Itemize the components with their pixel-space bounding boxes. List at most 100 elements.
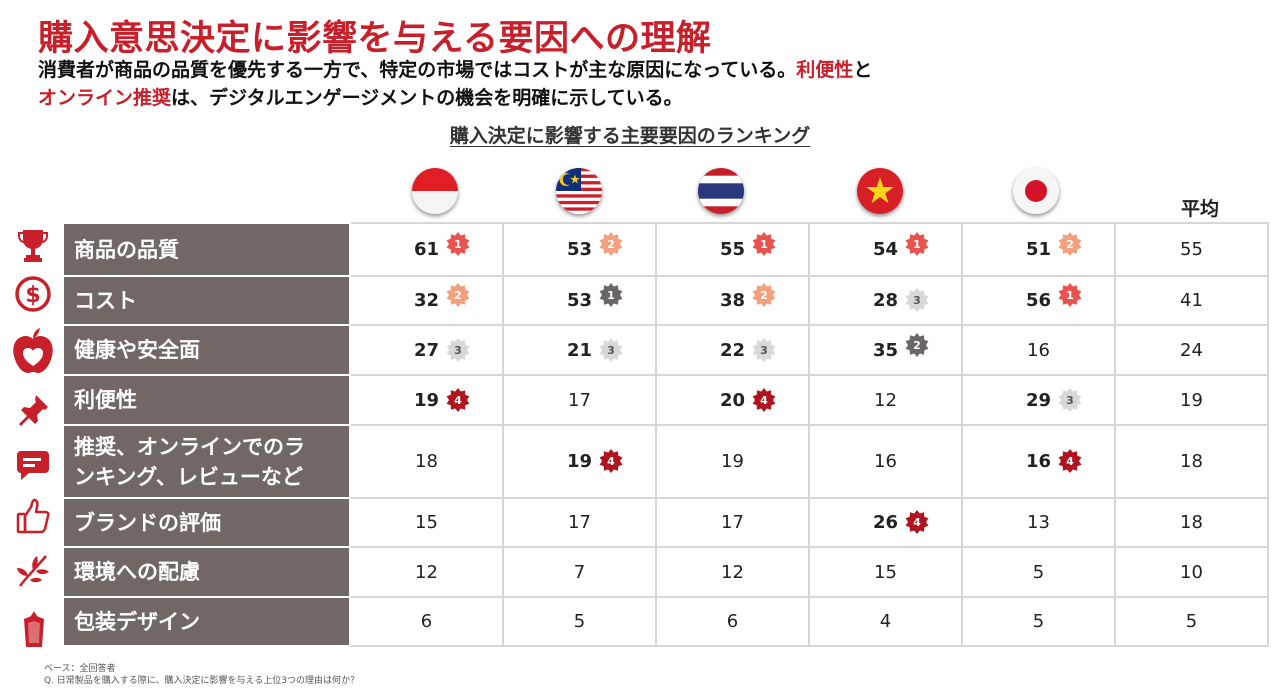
rank-number: 4 bbox=[607, 455, 615, 468]
table-cell: 7 bbox=[502, 546, 657, 598]
rank-badge: 4 bbox=[1058, 449, 1082, 473]
table-cell: 54 1 bbox=[808, 222, 963, 277]
cell-value: 51 2 bbox=[1026, 232, 1082, 260]
cell-value: 29 3 bbox=[1026, 387, 1082, 412]
table-cell: 19 bbox=[655, 424, 810, 499]
rank-badge: 4 bbox=[752, 387, 776, 412]
table-row: ブランドの評価 15 17 17 26 4 13 18 bbox=[62, 497, 1269, 548]
cell-value: 17 bbox=[721, 512, 744, 533]
cell-value: 12 bbox=[874, 389, 897, 411]
rank-number: 3 bbox=[454, 344, 462, 357]
chat-bubble-icon bbox=[10, 440, 56, 490]
cell-value: 12 bbox=[415, 561, 438, 583]
cell-value: 18 bbox=[1180, 512, 1203, 533]
cell-value: 32 2 bbox=[414, 283, 470, 311]
row-label-line: ンキング、レビューなど bbox=[74, 464, 303, 489]
table-cell: 24 bbox=[1114, 324, 1269, 376]
cell-value: 7 bbox=[573, 561, 586, 583]
table-cell: 19 4 bbox=[349, 374, 504, 426]
rank-badge: 2 bbox=[446, 283, 470, 307]
rank-number: 3 bbox=[913, 294, 921, 307]
table-cell: 5 bbox=[502, 596, 657, 647]
rank-number: 1 bbox=[1066, 289, 1074, 302]
rank-number: 3 bbox=[607, 344, 615, 357]
table-cell: 61 1 bbox=[349, 222, 504, 277]
table-cell: 12 bbox=[808, 374, 963, 426]
apple-heart-icon bbox=[10, 324, 56, 378]
pushpin-icon bbox=[10, 390, 56, 430]
table-cell: 28 3 bbox=[808, 275, 963, 326]
rank-number: 3 bbox=[1066, 394, 1074, 407]
cell-value: 18 bbox=[415, 451, 438, 472]
table-cell: 15 bbox=[808, 546, 963, 598]
table-cell: 38 2 bbox=[655, 275, 810, 326]
rank-badge: 1 bbox=[446, 232, 470, 256]
cell-value: 22 3 bbox=[720, 337, 776, 362]
table-cell: 12 bbox=[655, 546, 810, 598]
subtitle-highlight-online: オンライン推奨 bbox=[38, 87, 172, 109]
table-cell: 17 bbox=[502, 497, 657, 548]
table-cell: 16 bbox=[808, 424, 963, 499]
cell-value: 18 bbox=[1180, 451, 1203, 472]
table-row: コスト 32 2 53 1 38 2 28 3 56 1 41 bbox=[62, 275, 1269, 326]
rank-badge: 4 bbox=[905, 510, 929, 534]
row-label: 包装デザイン bbox=[62, 596, 351, 647]
cell-value: 17 bbox=[568, 389, 591, 411]
page-title: 購入意思決定に影響を与える要因への理解 bbox=[38, 19, 712, 59]
rank-badge: 4 bbox=[599, 449, 623, 473]
table-cell: 15 bbox=[349, 497, 504, 548]
table-cell: 55 1 bbox=[655, 222, 810, 277]
cell-value: 16 bbox=[874, 451, 897, 472]
rank-number: 4 bbox=[760, 394, 768, 407]
vietnam-flag bbox=[857, 168, 903, 214]
table-row: 環境への配慮 12 7 12 15 5 10 bbox=[62, 546, 1269, 598]
cell-value: 53 2 bbox=[567, 232, 623, 260]
cell-value: 5 bbox=[1032, 561, 1045, 583]
malaysia-flag bbox=[556, 168, 602, 214]
table-cell: 56 1 bbox=[961, 275, 1116, 326]
table-cell: 5 bbox=[1114, 596, 1269, 647]
cell-value: 28 3 bbox=[873, 288, 929, 312]
table-cell: 53 2 bbox=[502, 222, 657, 277]
cell-value: 12 bbox=[721, 561, 744, 583]
table-cell: 20 4 bbox=[655, 374, 810, 426]
table-cell: 41 bbox=[1114, 275, 1269, 326]
japan-flag bbox=[1013, 168, 1059, 214]
rank-number: 2 bbox=[760, 289, 768, 302]
cell-value: 15 bbox=[874, 561, 897, 583]
rank-badge: 2 bbox=[1058, 232, 1082, 256]
row-label-line: 推奨、オンラインでのラ bbox=[74, 434, 305, 459]
cell-value: 54 1 bbox=[873, 232, 929, 260]
cell-value: 24 bbox=[1180, 339, 1203, 361]
cell-value: 13 bbox=[1027, 512, 1050, 533]
cell-value: 5 bbox=[573, 611, 586, 632]
table-cell: 19 4 bbox=[502, 424, 657, 499]
rank-number: 4 bbox=[913, 516, 921, 529]
rank-number: 2 bbox=[607, 238, 615, 251]
cell-value: 26 4 bbox=[873, 510, 929, 534]
table-cell: 6 bbox=[349, 596, 504, 647]
subtitle-highlight-convenience: 利便性 bbox=[796, 59, 854, 81]
rank-badge: 1 bbox=[1058, 283, 1082, 307]
cell-value: 6 bbox=[726, 611, 739, 632]
table-cell: 51 2 bbox=[961, 222, 1116, 277]
rank-number: 4 bbox=[1066, 455, 1074, 468]
indonesia-flag bbox=[412, 168, 458, 214]
table-cell: 17 bbox=[502, 374, 657, 426]
cell-value: 19 4 bbox=[567, 449, 623, 473]
row-label: ブランドの評価 bbox=[62, 497, 351, 548]
leaf-icon bbox=[10, 546, 56, 594]
rank-badge: 2 bbox=[905, 332, 929, 357]
trophy-icon bbox=[10, 224, 56, 268]
rank-number: 2 bbox=[1066, 238, 1074, 251]
rank-number: 1 bbox=[760, 238, 768, 251]
cell-value: 5 bbox=[1032, 611, 1045, 632]
cell-value: 19 4 bbox=[414, 387, 470, 412]
row-label: 環境への配慮 bbox=[62, 546, 351, 598]
table-cell: 10 bbox=[1114, 546, 1269, 598]
cell-value: 10 bbox=[1180, 561, 1203, 583]
cell-value: 61 1 bbox=[414, 232, 470, 260]
row-label: コスト bbox=[62, 275, 351, 326]
subtitle-line-1: 消費者が商品の品質を優先する一方で、特定の市場ではコストが主な原因になっている。… bbox=[38, 56, 872, 84]
table-cell: 26 4 bbox=[808, 497, 963, 548]
